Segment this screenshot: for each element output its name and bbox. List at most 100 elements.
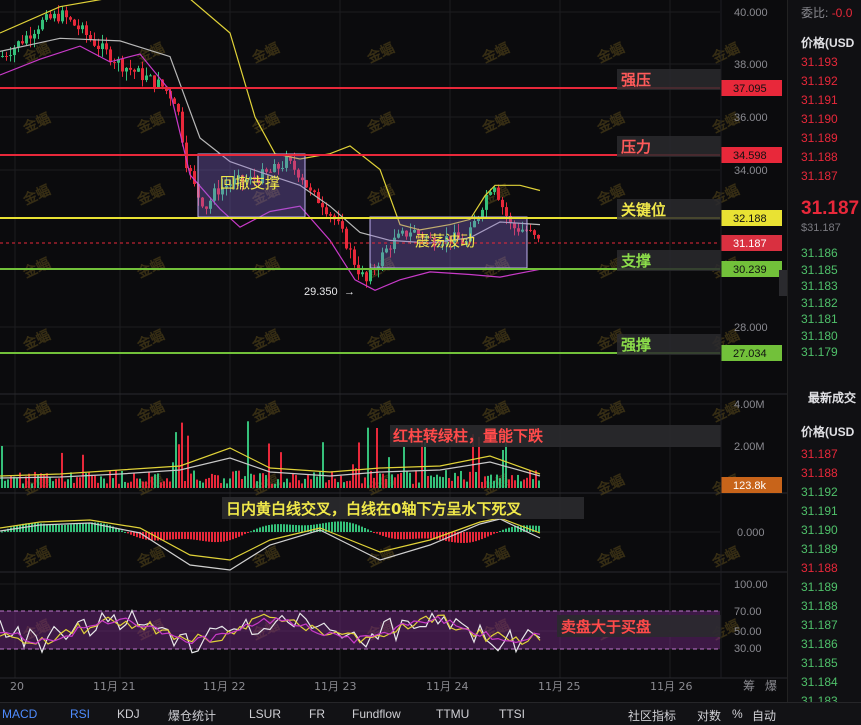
rsi-note: 卖盘大于买盘 <box>561 618 651 636</box>
auto-scale-toggle[interactable]: 自动 <box>752 709 777 723</box>
level-price-tag <box>721 345 782 361</box>
volume-bar <box>25 476 27 488</box>
volume-bar <box>151 476 153 488</box>
volume-bar <box>445 470 447 488</box>
indicator-tab-ttsi[interactable]: TTSI <box>499 707 525 721</box>
macd-bar <box>1 531 3 533</box>
macd-bar <box>433 532 435 540</box>
candle-body <box>37 29 40 34</box>
volume-bar <box>430 475 432 488</box>
volume-bar <box>439 476 441 488</box>
indicator-tab-bar: MACD RSI KDJ 爆仓统计 LSUR FR Fundflow TTMU TTSI 社区指… <box>0 702 861 725</box>
level-label-bg <box>617 69 721 90</box>
macd-bar <box>67 524 69 532</box>
macd-bar <box>43 523 45 532</box>
range-box <box>197 153 306 218</box>
volume-bar <box>409 472 411 488</box>
candle-body <box>41 19 44 30</box>
volume-bar <box>214 474 216 488</box>
volume-bar <box>229 478 231 488</box>
macd-bar <box>118 529 120 532</box>
level-price-text: 30.239 <box>733 264 767 276</box>
indicator-tab-ttmu[interactable]: TTMU <box>436 707 470 721</box>
log-scale-toggle[interactable]: 对数 <box>697 709 722 723</box>
candle-body <box>485 194 488 210</box>
macd-bar <box>241 532 243 536</box>
macd-bar <box>61 525 63 532</box>
macd-bar <box>244 532 246 535</box>
macd-bar <box>313 524 315 532</box>
candle-body <box>217 188 220 195</box>
indicator-tab-kdj[interactable]: KDJ <box>117 707 140 721</box>
volume-bar <box>493 480 495 488</box>
volume-bar <box>133 472 135 488</box>
candle-body <box>369 268 372 282</box>
macd-bar <box>169 532 171 540</box>
volume-bar <box>130 481 132 488</box>
volume-bar <box>529 470 531 488</box>
macd-bar <box>517 525 519 532</box>
macd-bar <box>4 530 6 532</box>
macd-note-bg <box>222 497 584 519</box>
macd-bar <box>490 532 492 536</box>
volume-bar <box>226 483 228 488</box>
price-axis-tick: 40.000 <box>734 7 768 19</box>
volume-bar <box>478 436 480 488</box>
macd-bar <box>514 526 516 532</box>
trades-header[interactable]: 最新成交 <box>808 391 857 405</box>
candle-body <box>221 187 224 195</box>
volume-bar <box>172 462 174 488</box>
volume-bar <box>145 481 147 488</box>
indicator-tab-fr[interactable]: FR <box>309 707 325 721</box>
volume-bar <box>460 470 462 488</box>
candle-body <box>65 10 68 18</box>
volume-bar <box>184 481 186 488</box>
volume-bar <box>34 471 36 488</box>
trade-price-row: 31.187 <box>801 618 838 632</box>
macd-bar <box>175 532 177 540</box>
volume-bar <box>307 474 309 488</box>
indicator-tab-fundflow[interactable]: Fundflow <box>352 707 401 721</box>
candle-body <box>473 221 476 228</box>
candle-body <box>421 234 424 239</box>
volume-bar <box>511 475 513 488</box>
candle-body <box>281 167 284 169</box>
rsi-axis-tick: 100.00 <box>734 579 768 591</box>
macd-bar <box>457 532 459 543</box>
macd-bar <box>64 524 66 532</box>
candle-body <box>501 199 504 208</box>
indicator-tab-爆仓统计[interactable]: 爆仓统计 <box>168 709 217 723</box>
indicator-tab-macd[interactable]: MACD <box>2 707 38 721</box>
volume-bar <box>139 478 141 488</box>
macd-bar <box>460 532 462 543</box>
volume-bar <box>427 476 429 488</box>
volume-bar <box>352 464 354 488</box>
volume-bar <box>265 475 267 488</box>
candle-body <box>57 13 60 22</box>
volume-bar <box>103 478 105 488</box>
corner-label: 爆 <box>765 679 777 693</box>
volume-bar <box>13 476 15 488</box>
percent-scale-toggle[interactable]: % <box>732 707 743 721</box>
candle-body <box>89 35 92 40</box>
volume-axis-tick: 2.00M <box>734 441 765 453</box>
community-indicators-button[interactable]: 社区指标 <box>628 709 677 723</box>
macd-bar <box>358 525 360 532</box>
indicator-tab-lsur[interactable]: LSUR <box>249 707 282 721</box>
volume-bar <box>292 473 294 488</box>
panel-collapse-handle[interactable] <box>779 270 787 296</box>
macd-bar <box>94 522 96 532</box>
level-price-tag <box>721 147 782 163</box>
macd-bar <box>334 521 336 532</box>
bid-price-row: 31.180 <box>801 328 838 343</box>
volume-bar <box>244 476 246 488</box>
volume-bar <box>196 479 198 488</box>
macd-bar <box>292 524 294 532</box>
candle-body <box>513 222 516 229</box>
macd-bar <box>223 532 225 542</box>
candle-body <box>177 103 180 112</box>
indicator-tab-rsi[interactable]: RSI <box>70 707 91 721</box>
macd-bar <box>250 531 252 533</box>
volume-bar <box>208 477 210 488</box>
